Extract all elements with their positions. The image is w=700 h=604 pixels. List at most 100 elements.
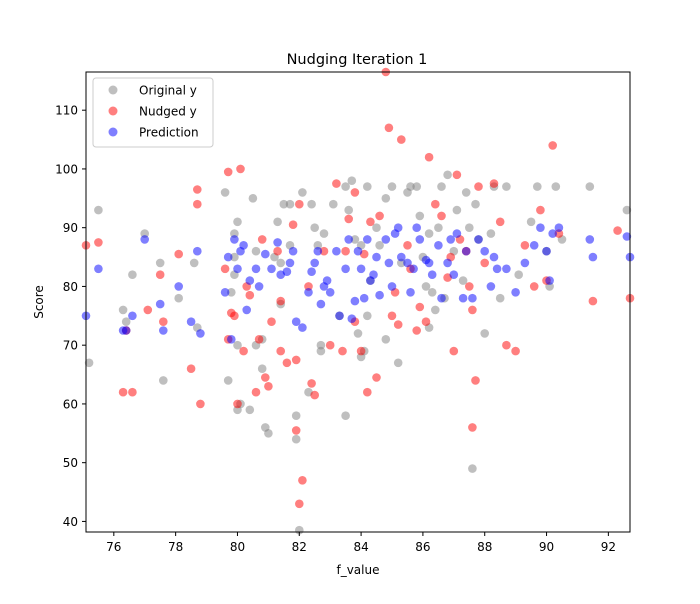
point-prediction [542,246,551,256]
point-nudged-y [267,317,276,327]
point-prediction [285,258,295,268]
point-original-y [372,223,381,232]
point-prediction [341,264,350,274]
point-prediction [492,264,502,274]
point-nudged-y [350,188,360,197]
point-nudged-y [291,355,301,365]
point-prediction [529,241,539,250]
point-prediction [554,223,564,232]
point-prediction [233,264,242,274]
point-original-y [291,434,301,444]
point-nudged-y [372,373,381,382]
point-nudged-y [421,317,431,327]
point-nudged-y [495,217,505,227]
point-nudged-y [291,426,301,435]
point-prediction [254,282,264,291]
point-original-y [468,464,477,473]
point-prediction [427,270,437,280]
point-nudged-y [251,387,261,397]
point-prediction [325,288,335,297]
point-original-y [245,405,255,415]
point-prediction [406,288,415,297]
point-prediction [486,282,496,291]
point-original-y [264,429,273,438]
point-nudged-y [186,364,196,374]
point-prediction [245,276,255,285]
point-original-y [353,329,363,338]
point-prediction [282,267,292,277]
point-original-y [233,340,242,350]
point-prediction [474,235,483,244]
point-original-y [443,170,452,180]
point-nudged-y [536,205,545,215]
point-original-y [128,270,137,280]
point-prediction [536,223,545,232]
point-original-y [276,258,286,268]
point-prediction [449,270,459,280]
point-prediction [372,252,381,262]
point-original-y [350,235,360,244]
point-prediction [261,249,270,259]
point-nudged-y [424,152,434,162]
point-original-y [84,358,94,368]
point-prediction [356,264,366,274]
point-prediction [363,235,372,244]
point-original-y [307,199,316,209]
point-original-y [233,217,242,227]
point-original-y [434,223,443,232]
point-nudged-y [449,346,459,356]
point-prediction [353,246,363,256]
point-original-y [310,223,320,232]
point-prediction [369,270,378,280]
point-nudged-y [239,346,248,356]
point-original-y [622,205,632,215]
point-prediction [193,246,202,256]
y-tick-label: 70 [63,339,78,353]
x-axis-ticks: 76 78 80 82 84 86 88 90 92 [106,532,616,554]
point-nudged-y [94,238,103,247]
point-nudged-y [128,387,137,397]
point-original-y [375,241,384,250]
point-prediction [409,264,418,274]
point-prediction [128,311,137,321]
point-nudged-y [465,282,474,291]
point-original-y [526,217,536,227]
point-prediction [489,252,499,262]
point-prediction [159,326,168,335]
point-prediction [381,235,391,244]
point-prediction [446,235,456,244]
point-nudged-y [298,476,307,485]
point-original-y [393,358,403,368]
point-original-y [452,205,462,215]
point-prediction [186,317,196,327]
point-original-y [155,258,165,268]
point-prediction [403,258,412,268]
x-tick-label: 90 [539,540,554,554]
point-nudged-y [341,246,350,256]
x-tick-label: 76 [106,540,121,554]
point-nudged-y [588,296,598,306]
point-prediction [332,246,341,256]
point-prediction [434,241,443,250]
y-tick-label: 40 [63,515,78,529]
point-original-y [381,335,391,344]
point-original-y [319,229,329,238]
y-tick-label: 90 [63,221,78,235]
point-original-y [230,252,239,262]
y-tick-label: 100 [55,162,78,176]
point-original-y [251,246,261,256]
point-original-y [480,329,490,338]
point-prediction [437,293,446,303]
point-prediction [424,258,434,268]
point-original-y [387,182,397,191]
y-tick-label: 50 [63,456,78,470]
point-prediction [307,267,316,277]
point-original-y [279,199,289,209]
x-tick-label: 78 [168,540,183,554]
point-nudged-y [393,320,403,329]
point-prediction [393,223,403,232]
point-nudged-y [502,340,511,350]
legend-label-nudged: Nudged y [139,105,197,119]
